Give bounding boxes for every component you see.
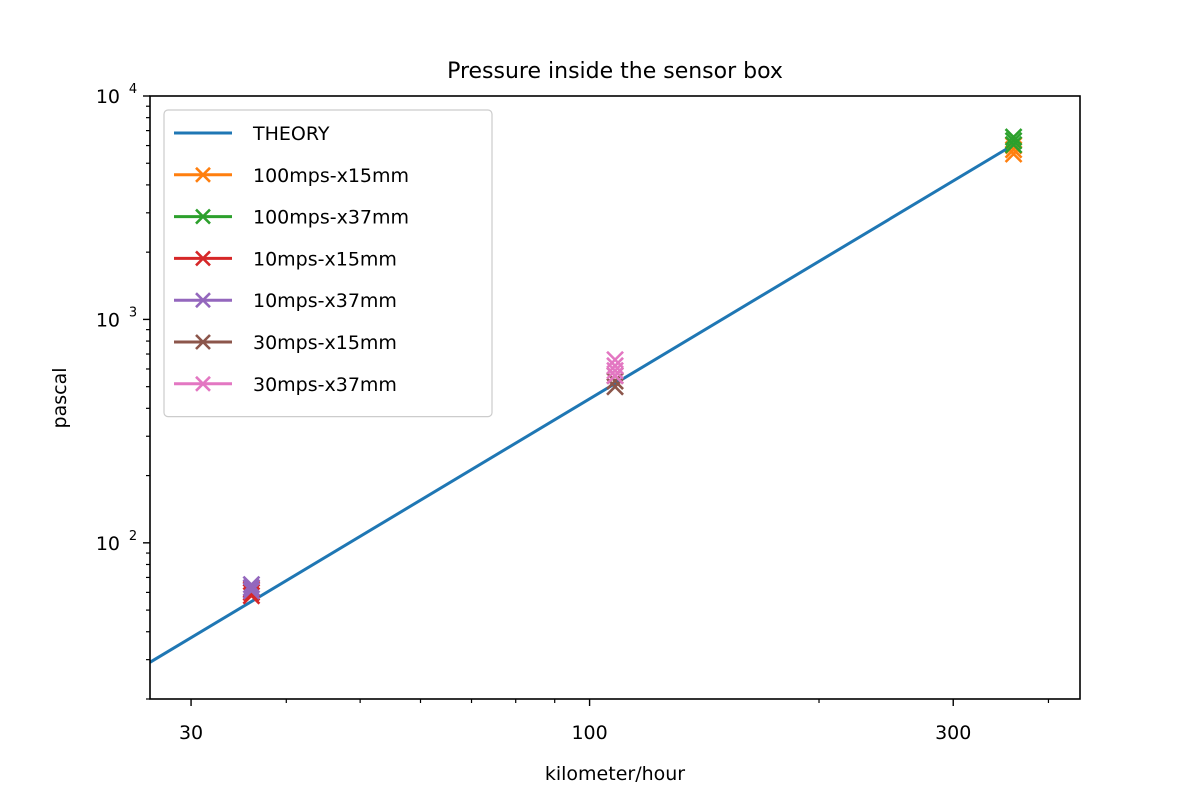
data-point bbox=[1004, 131, 1023, 150]
legend-label: 10mps-x15mm bbox=[253, 248, 397, 270]
legend-label: 100mps-x15mm bbox=[253, 165, 409, 187]
legend-entry: 30mps-x15mm bbox=[174, 332, 397, 354]
legend-swatch-marker bbox=[195, 334, 211, 350]
legend-entry: 100mps-x37mm bbox=[174, 207, 409, 229]
y-tick-exponent: 3 bbox=[129, 305, 137, 320]
series-10mps-x37mm bbox=[242, 575, 261, 600]
x-axis-label: kilometer/hour bbox=[545, 763, 685, 785]
legend-label: THEORY bbox=[252, 123, 330, 145]
legend-swatch-marker bbox=[195, 208, 211, 225]
chart-title: Pressure inside the sensor box bbox=[447, 59, 783, 84]
legend-entry: 10mps-x37mm bbox=[174, 290, 397, 312]
y-axis-label: pascal bbox=[49, 368, 71, 429]
y-tick-exponent: 2 bbox=[129, 529, 137, 544]
legend-label: 100mps-x37mm bbox=[253, 207, 409, 229]
legend-label: 10mps-x37mm bbox=[253, 290, 397, 312]
series-100mps-x37mm bbox=[1004, 128, 1023, 154]
data-point bbox=[606, 356, 624, 375]
x-axis: 30 100 300 bbox=[179, 699, 1050, 744]
legend-swatch-marker bbox=[195, 166, 211, 183]
data-point bbox=[242, 578, 261, 597]
legend-swatch-marker bbox=[195, 292, 211, 309]
x-tick-label: 100 bbox=[571, 722, 607, 744]
series-theory bbox=[150, 143, 1015, 664]
series-line bbox=[150, 143, 1015, 664]
y-tick-label: 10 bbox=[96, 533, 120, 555]
series-layer bbox=[150, 128, 1023, 664]
series-30mps-x37mm bbox=[606, 350, 624, 385]
data-point bbox=[606, 350, 624, 369]
y-tick-label: 10 bbox=[96, 86, 120, 108]
data-point bbox=[242, 575, 261, 594]
legend-entry: THEORY bbox=[174, 123, 330, 145]
y-tick-label: 10 bbox=[96, 309, 120, 331]
axes-frame bbox=[149, 95, 1081, 700]
legend-swatch-marker bbox=[195, 375, 211, 392]
legend-entry: 100mps-x15mm bbox=[174, 165, 409, 187]
legend-swatch-marker bbox=[195, 250, 211, 267]
legend-entry: 30mps-x37mm bbox=[174, 374, 397, 396]
legend-entry: 10mps-x15mm bbox=[174, 248, 397, 270]
legend-label: 30mps-x15mm bbox=[253, 332, 397, 354]
y-axis: 10 2 10 3 10 4 bbox=[96, 82, 150, 700]
y-tick-exponent: 4 bbox=[129, 82, 137, 97]
data-point bbox=[1004, 128, 1023, 146]
plot-area bbox=[150, 128, 1023, 664]
legend: THEORY 100mps-x15mm 100mps-x37mm 10mps-x15m… bbox=[163, 109, 493, 418]
legend-label: 30mps-x37mm bbox=[253, 374, 397, 396]
x-tick-label: 30 bbox=[179, 722, 203, 744]
legend-box bbox=[163, 109, 493, 418]
data-point bbox=[242, 581, 261, 600]
data-point bbox=[1004, 135, 1023, 154]
x-tick-label: 300 bbox=[935, 722, 971, 744]
